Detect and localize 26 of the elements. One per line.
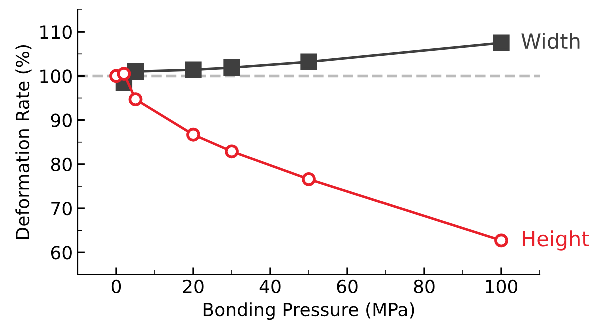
x-tick-label: 40	[260, 280, 281, 294]
x-tick-label: 20	[183, 280, 204, 294]
point	[225, 144, 239, 159]
x-tick-label: 80	[414, 280, 435, 294]
point	[186, 128, 200, 142]
series-label: Height	[522, 230, 590, 251]
point	[128, 92, 143, 107]
point	[117, 67, 132, 81]
point	[185, 62, 202, 78]
y-tick-label: 100	[40, 70, 72, 84]
point	[493, 34, 510, 52]
x-tick-label: 60	[337, 280, 358, 294]
y-tick-label: 80	[51, 158, 72, 172]
y-tick-label: 60	[51, 246, 72, 260]
point	[224, 60, 240, 76]
y-tick-label: 70	[52, 202, 72, 216]
y-axis-title: Deformation Rate (%)	[16, 45, 32, 240]
x-axis-title: Bonding Pressure (MPa)	[204, 302, 414, 320]
point	[302, 172, 316, 186]
y-tick-label: 90	[51, 114, 72, 128]
x-tick-label: 100	[486, 280, 518, 294]
x-tick-label: 0	[112, 280, 122, 294]
point	[300, 54, 318, 70]
point	[494, 234, 508, 248]
series-label: Width	[522, 33, 580, 50]
y-tick-label: 110	[40, 26, 72, 40]
